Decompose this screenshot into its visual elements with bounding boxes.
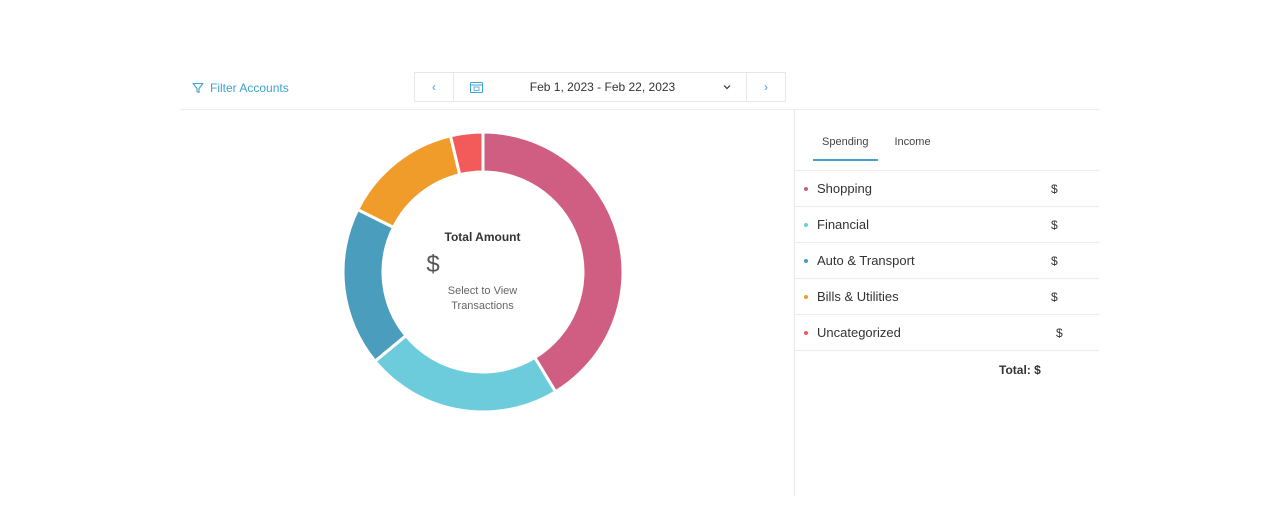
date-range-text: Feb 1, 2023 - Feb 22, 2023 — [529, 80, 676, 94]
category-dot — [804, 187, 808, 191]
chevron-down-icon — [723, 85, 731, 90]
date-navigator: ‹ Feb 1, 2023 - Feb 22, 2023 › — [414, 72, 786, 102]
category-amount: $ — [1051, 253, 1058, 268]
total-label: Total: $ — [999, 363, 1041, 377]
tab-income[interactable]: Income — [894, 136, 931, 148]
category-row-auto-transport[interactable]: Auto & Transport $ — [795, 243, 1099, 279]
donut-slice-auto-transport[interactable] — [341, 207, 409, 364]
tab-bar: Spending Income — [813, 136, 940, 161]
next-period-button[interactable]: › — [746, 73, 785, 101]
chart-center-summary: Total Amount $ Select to View Transactio… — [420, 230, 545, 314]
category-amount: $ — [1051, 217, 1058, 232]
date-range-dropdown[interactable]: Feb 1, 2023 - Feb 22, 2023 — [454, 73, 746, 101]
category-row-shopping[interactable]: Shopping $ — [795, 171, 1099, 207]
donut-slice-financial[interactable] — [372, 333, 558, 414]
filter-icon — [192, 82, 204, 94]
category-name: Shopping — [817, 181, 872, 196]
donut-slice-uncategorized[interactable] — [448, 130, 485, 177]
total-amount-title: Total Amount — [444, 230, 521, 244]
category-row-bills-utilities[interactable]: Bills & Utilities $ — [795, 279, 1099, 315]
select-hint: Select to View Transactions — [447, 285, 518, 312]
category-name: Auto & Transport — [817, 253, 915, 268]
toolbar-divider — [181, 109, 1099, 110]
calendar-icon — [470, 82, 483, 93]
category-name: Bills & Utilities — [817, 289, 899, 304]
category-dot — [804, 295, 808, 299]
tab-divider — [795, 170, 1099, 171]
category-dot — [804, 223, 808, 227]
spending-chart-area: Total Amount $ Select to View Transactio… — [181, 110, 794, 496]
filter-accounts-label: Filter Accounts — [210, 81, 289, 95]
category-dot — [804, 259, 808, 263]
category-dot — [804, 331, 808, 335]
category-name: Uncategorized — [817, 325, 901, 340]
previous-period-button[interactable]: ‹ — [415, 73, 454, 101]
category-panel: Spending Income Shopping $ Financial $ A… — [795, 110, 1099, 496]
category-amount: $ — [1051, 181, 1058, 196]
donut-slice-bills-utilities[interactable] — [355, 134, 462, 230]
category-name: Financial — [817, 217, 870, 232]
tab-spending[interactable]: Spending — [813, 136, 878, 161]
chevron-right-icon: › — [764, 80, 768, 94]
category-amount: $ — [1056, 325, 1063, 340]
category-row-uncategorized[interactable]: Uncategorized $ — [795, 315, 1099, 351]
filter-accounts-button[interactable]: Filter Accounts — [192, 79, 289, 97]
category-amount: $ — [1051, 289, 1058, 304]
spending-donut-chart — [341, 130, 625, 414]
category-list: Shopping $ Financial $ Auto & Transport … — [795, 171, 1099, 351]
panel-divider — [794, 110, 795, 496]
toolbar: Filter Accounts ‹ Feb 1, 2023 - Feb 22, … — [181, 71, 1099, 109]
category-row-financial[interactable]: Financial $ — [795, 207, 1099, 243]
total-amount-value: $ — [426, 251, 440, 278]
donut-slice-shopping[interactable] — [481, 130, 625, 394]
chevron-left-icon: ‹ — [432, 80, 436, 94]
